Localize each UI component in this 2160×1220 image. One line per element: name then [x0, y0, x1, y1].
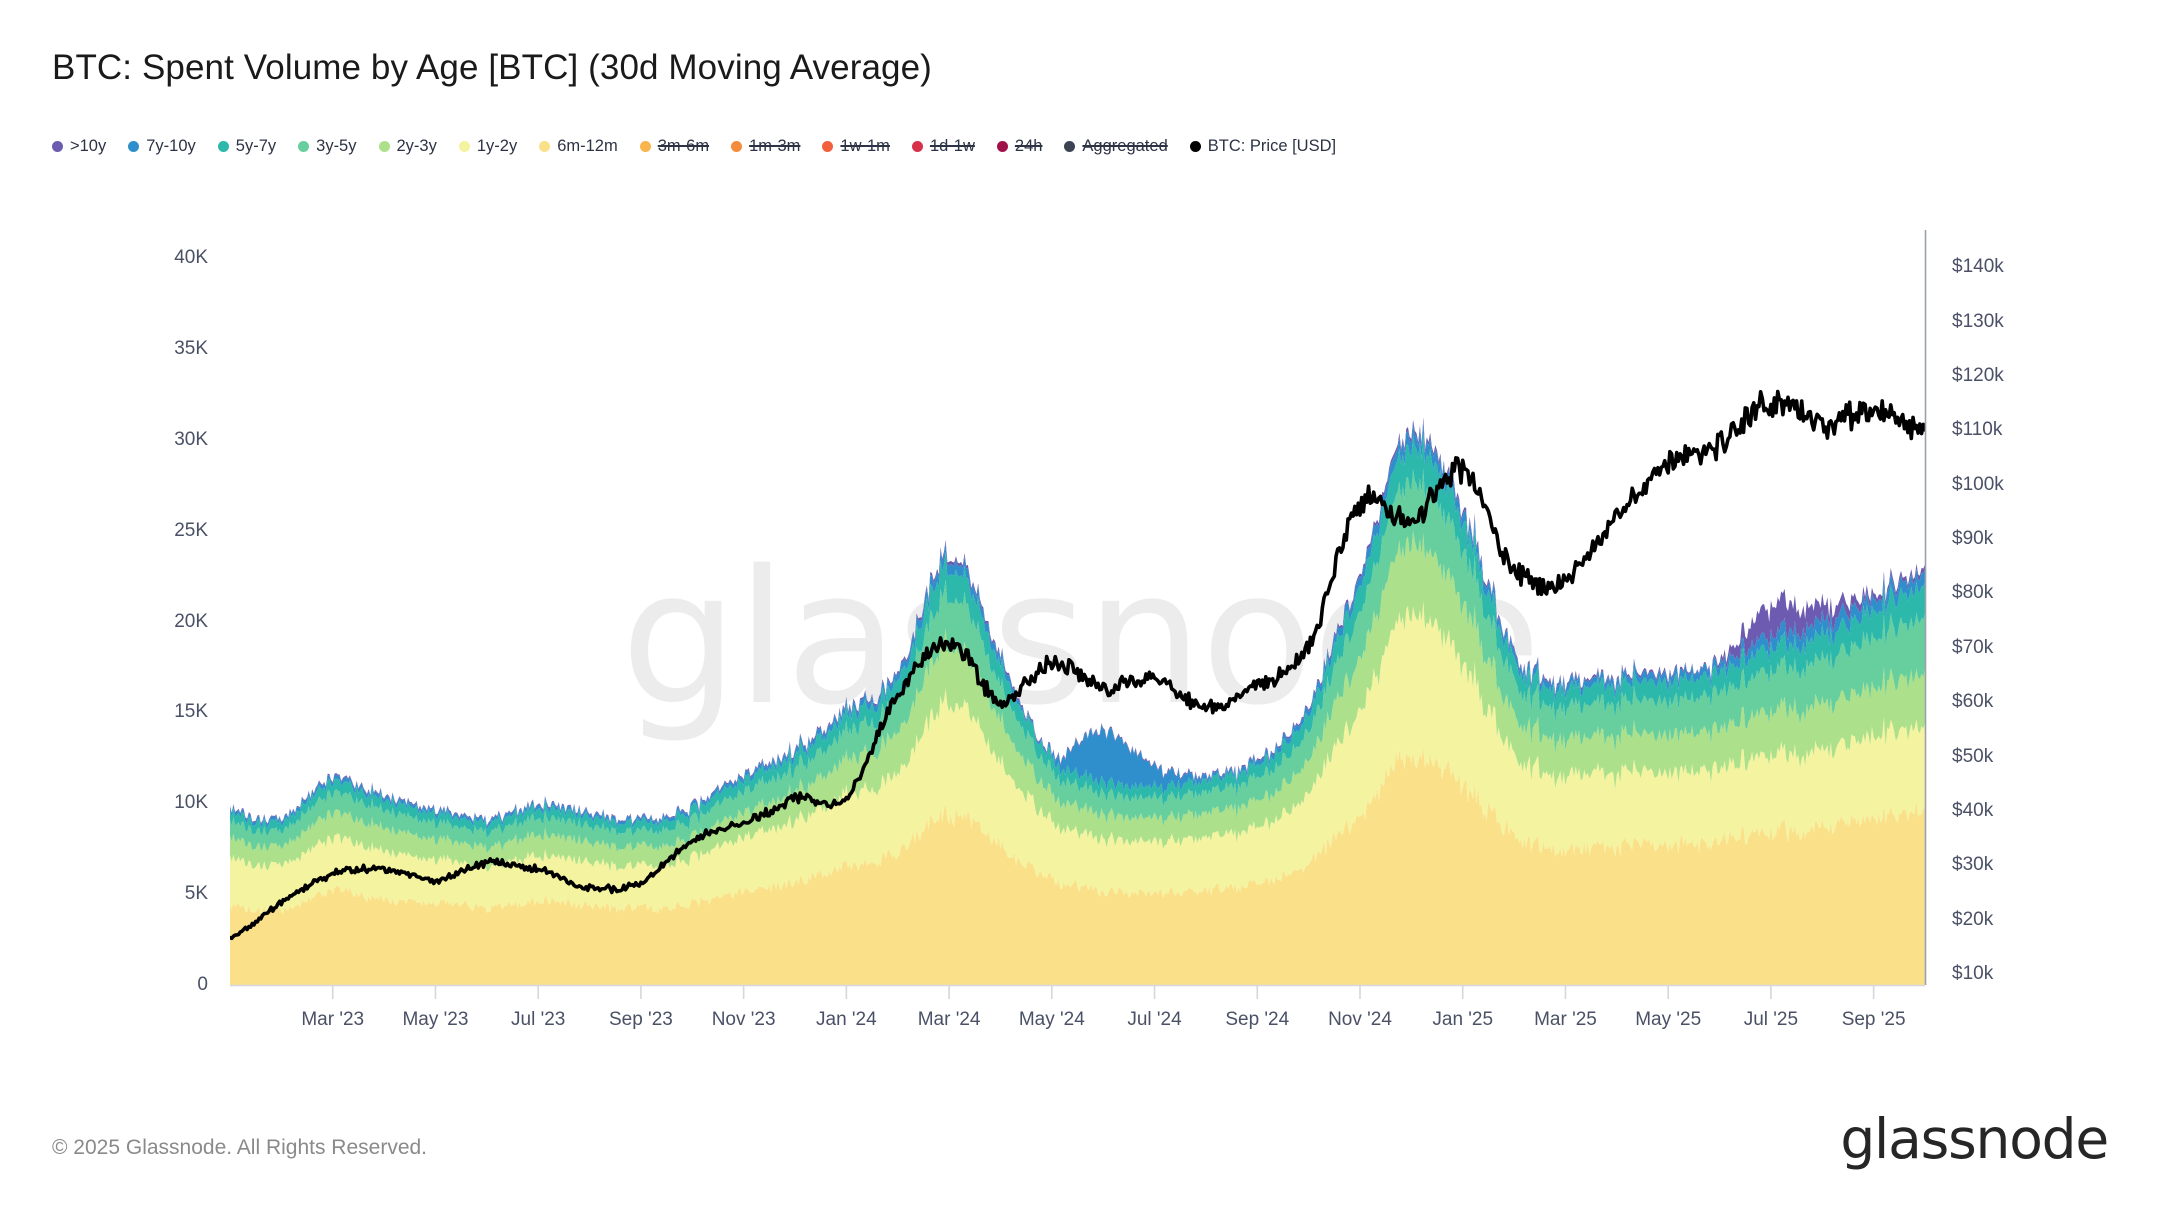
y2-axis-tick-label: $60k	[1952, 691, 1994, 713]
y-axis-tick-label: 40K	[174, 247, 208, 269]
y2-axis-tick-label: $50k	[1952, 745, 1994, 767]
x-axis-tick-label: Sep '24	[1225, 1009, 1290, 1030]
legend-item-label: 24h	[1014, 136, 1043, 155]
legend-item-label: 3m-6m	[657, 136, 710, 155]
legend-color-dot-icon	[378, 140, 390, 152]
x-axis-tick-label: Nov '24	[1328, 1009, 1392, 1030]
y2-axis-tick-label: $10k	[1952, 963, 1994, 985]
x-axis-tick-label: Jul '23	[511, 1009, 566, 1030]
legend-item-5y-7y[interactable]: 5y-7y	[217, 136, 277, 155]
y-axis-tick-label: 20K	[174, 610, 208, 632]
legend-item-1m-3m[interactable]: 1m-3m	[731, 138, 800, 155]
x-axis-tick-label: Jul '25	[1743, 1009, 1799, 1030]
legend-item-2y-3y[interactable]: 2y-3y	[378, 136, 437, 155]
chart-legend: >10y 7y-10y 5y-7y 3y-5y 2y-3y 1y-2y 6m-12m 3m-6…	[52, 134, 1358, 158]
legend-color-dot-icon	[1189, 140, 1201, 152]
legend-color-dot-icon	[996, 140, 1008, 152]
x-axis-tick-label: May '25	[1635, 1009, 1702, 1030]
legend-color-dot-icon	[1064, 140, 1076, 152]
y-axis-tick-label: 25K	[174, 519, 208, 541]
y-axis-tick-label: 15K	[174, 701, 208, 723]
legend-item-label: Aggregated	[1082, 136, 1168, 155]
legend-item-label: >10y	[70, 136, 107, 155]
legend-color-dot-icon	[639, 140, 651, 152]
legend-color-dot-icon	[298, 140, 310, 152]
legend-item-label: 6m-12m	[557, 136, 618, 155]
area-band-6m-12m	[230, 746, 1925, 985]
legend-color-dot-icon	[731, 140, 743, 152]
legend-item-label: 2y-3y	[396, 136, 437, 155]
x-axis-tick-label: May '24	[1018, 1009, 1085, 1030]
legend-item-btc-price-usd[interactable]: BTC: Price [USD]	[1189, 136, 1337, 155]
legend-item-10y[interactable]: >10y	[52, 138, 106, 155]
legend-item-label: 1m-3m	[749, 136, 801, 155]
y-axis-tick-label: 5K	[184, 883, 208, 905]
legend-color-dot-icon	[52, 140, 63, 152]
x-axis-tick-label: Nov '23	[711, 1009, 776, 1030]
y2-axis-tick-label: $120k	[1952, 364, 2004, 386]
page-title: BTC: Spent Volume by Age [BTC] (30d Movi…	[52, 48, 932, 87]
x-axis-tick-label: Sep '25	[1841, 1009, 1906, 1030]
legend-item-label: BTC: Price [USD]	[1207, 136, 1337, 155]
y2-axis-tick-label: $30k	[1952, 854, 1994, 876]
y2-axis-tick-label: $100k	[1952, 473, 2004, 495]
legend-item-3m-6m[interactable]: 3m-6m	[639, 136, 710, 155]
legend-item-6m-12m[interactable]: 6m-12m	[539, 138, 618, 155]
legend-item-1d-1w[interactable]: 1d-1w	[911, 136, 975, 155]
legend-item-7y-10y[interactable]: 7y-10y	[128, 138, 196, 155]
y2-axis-tick-label: $90k	[1952, 528, 1994, 550]
legend-item-label: 7y-10y	[146, 136, 196, 155]
legend-color-dot-icon	[911, 140, 923, 152]
legend-item-1w-1m[interactable]: 1w-1m	[822, 138, 890, 155]
x-axis-tick-label: Mar '25	[1534, 1009, 1597, 1030]
x-axis-tick-label: May '23	[402, 1009, 469, 1030]
y-axis-tick-label: 10K	[174, 792, 208, 814]
x-axis-tick-label: Mar '23	[301, 1009, 365, 1030]
legend-color-dot-icon	[539, 140, 551, 152]
y2-axis-tick-label: $40k	[1952, 799, 1994, 821]
glassnode-logo: glassnode	[1840, 1107, 2109, 1171]
x-axis-tick-label: Sep '23	[608, 1009, 673, 1030]
y-axis-tick-label: 0	[197, 974, 208, 995]
legend-item-label: 1w-1m	[840, 136, 890, 155]
legend-item-label: 5y-7y	[235, 136, 277, 155]
y-axis-tick-label: 35K	[174, 338, 208, 360]
legend-item-3y-5y[interactable]: 3y-5y	[298, 136, 357, 155]
copyright-text: © 2025 Glassnode. All Rights Reserved.	[52, 1136, 428, 1159]
legend-color-dot-icon	[458, 140, 470, 152]
x-axis-tick-label: Jan '24	[816, 1009, 877, 1030]
y2-axis-tick-label: $70k	[1952, 636, 1994, 658]
y2-axis-tick-label: $130k	[1952, 310, 2004, 332]
y2-axis-tick-label: $20k	[1952, 908, 1994, 930]
legend-item-label: 3y-5y	[316, 136, 357, 155]
legend-item-1y-2y[interactable]: 1y-2y	[458, 136, 518, 155]
x-axis-tick-label: Jul '24	[1127, 1009, 1182, 1030]
legend-item-label: 1y-2y	[476, 136, 518, 155]
legend-color-dot-icon	[217, 140, 229, 152]
glassnode-watermark: glassnode	[620, 530, 1542, 746]
x-axis-tick-label: Mar '24	[917, 1009, 981, 1030]
y2-axis-tick-label: $110k	[1952, 419, 2003, 441]
y-axis-tick-label: 30K	[174, 428, 208, 450]
x-axis-tick-label: Jan '25	[1432, 1009, 1494, 1030]
legend-item-24h[interactable]: 24h	[996, 136, 1043, 155]
legend-color-dot-icon	[822, 140, 834, 152]
y2-axis-tick-label: $80k	[1952, 582, 1994, 604]
legend-item-label: 1d-1w	[929, 136, 975, 155]
legend-color-dot-icon	[128, 140, 140, 152]
legend-item-aggregated[interactable]: Aggregated	[1064, 136, 1168, 155]
y2-axis-tick-label: $140k	[1952, 256, 2004, 278]
